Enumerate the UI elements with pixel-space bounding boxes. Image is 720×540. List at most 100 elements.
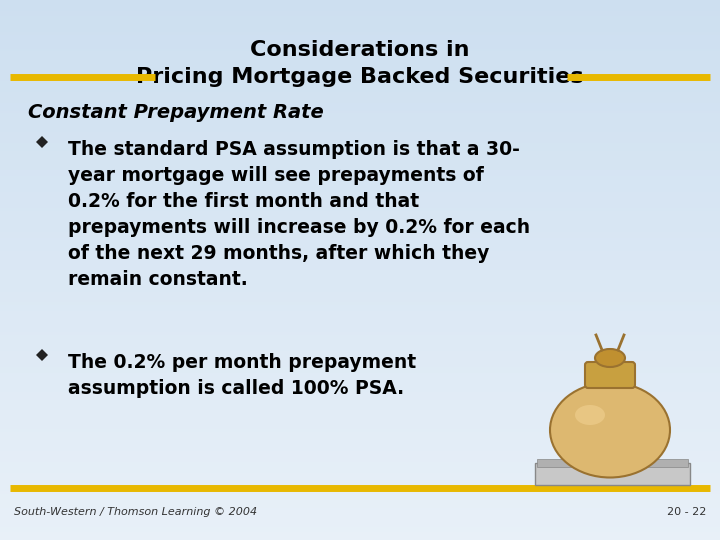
Bar (0, 49, 720, 51)
Bar (0, 24, 720, 27)
Bar (0, 202, 720, 205)
Bar (0, 138, 720, 140)
Bar (0, 335, 720, 338)
Bar (0, 308, 720, 310)
Bar (0, 440, 720, 443)
Bar (0, 497, 720, 500)
Bar (0, 305, 720, 308)
Bar (0, 256, 720, 259)
Bar (0, 529, 720, 532)
Bar (0, 462, 720, 464)
Bar (0, 343, 720, 346)
Bar (0, 370, 720, 373)
Bar (0, 424, 720, 427)
Bar (0, 22, 720, 24)
Bar (0, 324, 720, 327)
Bar (0, 427, 720, 429)
Bar (0, 502, 720, 505)
Bar (0, 392, 720, 394)
Bar (0, 521, 720, 524)
Text: South-Western / Thomson Learning © 2004: South-Western / Thomson Learning © 2004 (14, 507, 257, 517)
Bar (0, 219, 720, 221)
Bar (0, 381, 720, 383)
Text: Constant Prepayment Rate: Constant Prepayment Rate (28, 103, 324, 122)
Bar (0, 526, 720, 529)
Bar (0, 51, 720, 54)
Bar (0, 86, 720, 89)
Bar (0, 127, 720, 130)
Bar (0, 446, 720, 448)
Bar (0, 537, 720, 540)
Bar (0, 332, 720, 335)
Bar (0, 200, 720, 202)
Bar (0, 405, 720, 408)
Text: remain constant.: remain constant. (68, 270, 248, 289)
Bar (0, 32, 720, 35)
Bar (0, 478, 720, 481)
Bar (0, 289, 720, 292)
Bar (0, 302, 720, 305)
Bar (0, 397, 720, 400)
Bar (0, 251, 720, 254)
Bar (0, 259, 720, 262)
Bar (0, 16, 720, 19)
Bar (0, 227, 720, 229)
Bar (0, 103, 720, 105)
Bar (0, 162, 720, 165)
Text: 20 - 22: 20 - 22 (667, 507, 706, 517)
Bar (0, 416, 720, 418)
Bar (0, 159, 720, 162)
Bar (0, 327, 720, 329)
Bar (0, 310, 720, 313)
Bar (0, 68, 720, 70)
Bar (0, 14, 720, 16)
Bar (0, 286, 720, 289)
Bar (0, 494, 720, 497)
Bar (0, 38, 720, 40)
Bar (0, 81, 720, 84)
Bar (0, 402, 720, 405)
Bar (0, 351, 720, 354)
Bar (0, 65, 720, 68)
Bar (0, 321, 720, 324)
Bar (0, 294, 720, 297)
Bar (0, 513, 720, 516)
Bar (0, 386, 720, 389)
Bar (0, 532, 720, 535)
Text: Pricing Mortgage Backed Securities: Pricing Mortgage Backed Securities (136, 67, 584, 87)
Bar (0, 262, 720, 265)
Bar (0, 481, 720, 483)
Ellipse shape (595, 349, 625, 367)
Bar (0, 475, 720, 478)
Bar (0, 8, 720, 11)
Bar (0, 491, 720, 494)
Bar (0, 192, 720, 194)
Bar (0, 151, 720, 154)
Bar (0, 216, 720, 219)
Bar (0, 448, 720, 451)
Bar (0, 100, 720, 103)
Bar (0, 170, 720, 173)
Bar (0, 432, 720, 435)
Bar (0, 518, 720, 521)
Bar (0, 456, 720, 459)
Bar (0, 246, 720, 248)
Bar (0, 421, 720, 424)
Bar (0, 70, 720, 73)
Bar (0, 76, 720, 78)
Bar (0, 348, 720, 351)
Bar (0, 186, 720, 189)
Bar (0, 124, 720, 127)
Bar (0, 508, 720, 510)
Bar (0, 184, 720, 186)
Polygon shape (36, 136, 48, 148)
Bar (0, 435, 720, 437)
Bar (0, 316, 720, 319)
Bar (0, 59, 720, 62)
Bar (0, 443, 720, 445)
Bar (0, 111, 720, 113)
Bar (0, 364, 720, 367)
Bar (0, 30, 720, 32)
Bar (0, 243, 720, 246)
Bar (0, 35, 720, 38)
